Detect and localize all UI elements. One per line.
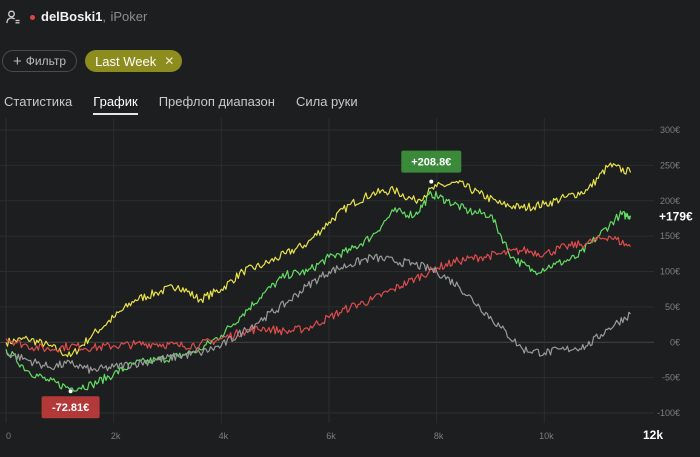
x-tick-label: 8k (434, 431, 444, 441)
tab-hand-strength[interactable]: Сила руки (295, 94, 358, 109)
close-icon[interactable]: ✕ (164, 54, 175, 68)
user-settings-icon[interactable] (6, 10, 20, 24)
x-max-label: 12k (643, 428, 663, 442)
add-filter-label: Фильтр (25, 54, 67, 68)
series-line-green (5, 190, 632, 392)
final-value-label: +179€ (659, 210, 693, 224)
x-tick-label: 4k (219, 431, 229, 441)
profit-chart[interactable]: 300€ 250€ 200€ 150€ 100€ 50€ 0€ -50€ -100€ 0 2k 4k 6… (0, 118, 700, 457)
y-tick-label: 100€ (660, 267, 680, 277)
period-filter-chip[interactable]: Last Week ✕ (85, 50, 183, 72)
y-tick-label: 50€ (665, 302, 680, 312)
y-tick-label: -50€ (662, 373, 680, 383)
y-tick-label: 250€ (660, 160, 680, 170)
max-point (429, 179, 434, 184)
y-tick-label: 0€ (670, 337, 680, 347)
period-filter-label: Last Week (95, 53, 157, 69)
header: delBoski1, iPoker (6, 8, 147, 26)
plus-icon: + (13, 52, 22, 70)
x-tick-label: 6k (326, 431, 336, 441)
name-separator: , (102, 9, 107, 24)
max-value-badge (401, 150, 462, 173)
y-tick-label: -100€ (657, 408, 680, 418)
series-line-red (5, 235, 631, 353)
series-line-yellow (5, 162, 632, 358)
min-value-badge (41, 396, 100, 419)
room-name: iPoker (110, 9, 148, 24)
x-tick-label: 2k (111, 431, 121, 441)
filter-bar: + Фильтр Last Week ✕ (2, 50, 183, 72)
player-name[interactable]: delBoski1 (41, 9, 103, 24)
tab-preflop-range[interactable]: Префлоп диапазон (158, 94, 275, 109)
max-value-label: +208.8€ (411, 157, 451, 169)
y-tick-label: 200€ (660, 196, 680, 206)
min-point (68, 389, 73, 394)
y-tick-label: 150€ (660, 231, 680, 241)
min-value-label: -72.81€ (52, 402, 89, 414)
series-line-gray (5, 253, 631, 374)
y-tick-label: 300€ (660, 125, 680, 135)
add-filter-button[interactable]: + Фильтр (2, 50, 78, 72)
online-status-dot (30, 14, 35, 20)
tab-graph[interactable]: График (93, 94, 138, 115)
tab-statistics[interactable]: Статистика (4, 94, 73, 109)
x-tick-label: 10k (539, 431, 554, 441)
x-tick-label: 0 (6, 431, 11, 441)
tab-bar: Статистика График Префлоп диапазон Сила … (4, 94, 379, 115)
